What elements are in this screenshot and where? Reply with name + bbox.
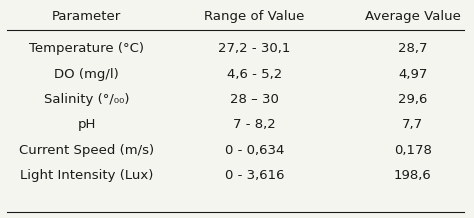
Text: Light Intensity (Lux): Light Intensity (Lux) xyxy=(20,169,154,182)
Text: Parameter: Parameter xyxy=(52,10,121,23)
Text: 29,6: 29,6 xyxy=(398,93,428,106)
Text: 28 – 30: 28 – 30 xyxy=(230,93,279,106)
Text: Range of Value: Range of Value xyxy=(204,10,305,23)
Text: 7,7: 7,7 xyxy=(402,118,423,131)
Text: 4,97: 4,97 xyxy=(398,68,428,81)
Text: Temperature (°C): Temperature (°C) xyxy=(29,42,144,55)
Text: 0,178: 0,178 xyxy=(394,144,432,157)
Text: 0 - 3,616: 0 - 3,616 xyxy=(225,169,284,182)
Text: Salinity (°/₀₀): Salinity (°/₀₀) xyxy=(44,93,129,106)
Text: pH: pH xyxy=(78,118,96,131)
Text: 0 - 0,634: 0 - 0,634 xyxy=(225,144,284,157)
Text: 4,6 - 5,2: 4,6 - 5,2 xyxy=(227,68,282,81)
Text: DO (mg/l): DO (mg/l) xyxy=(55,68,119,81)
Text: 7 - 8,2: 7 - 8,2 xyxy=(233,118,276,131)
Text: 27,2 - 30,1: 27,2 - 30,1 xyxy=(218,42,291,55)
Text: 198,6: 198,6 xyxy=(394,169,432,182)
Text: Current Speed (m/s): Current Speed (m/s) xyxy=(19,144,154,157)
Text: Average Value: Average Value xyxy=(365,10,461,23)
Text: 28,7: 28,7 xyxy=(398,42,428,55)
